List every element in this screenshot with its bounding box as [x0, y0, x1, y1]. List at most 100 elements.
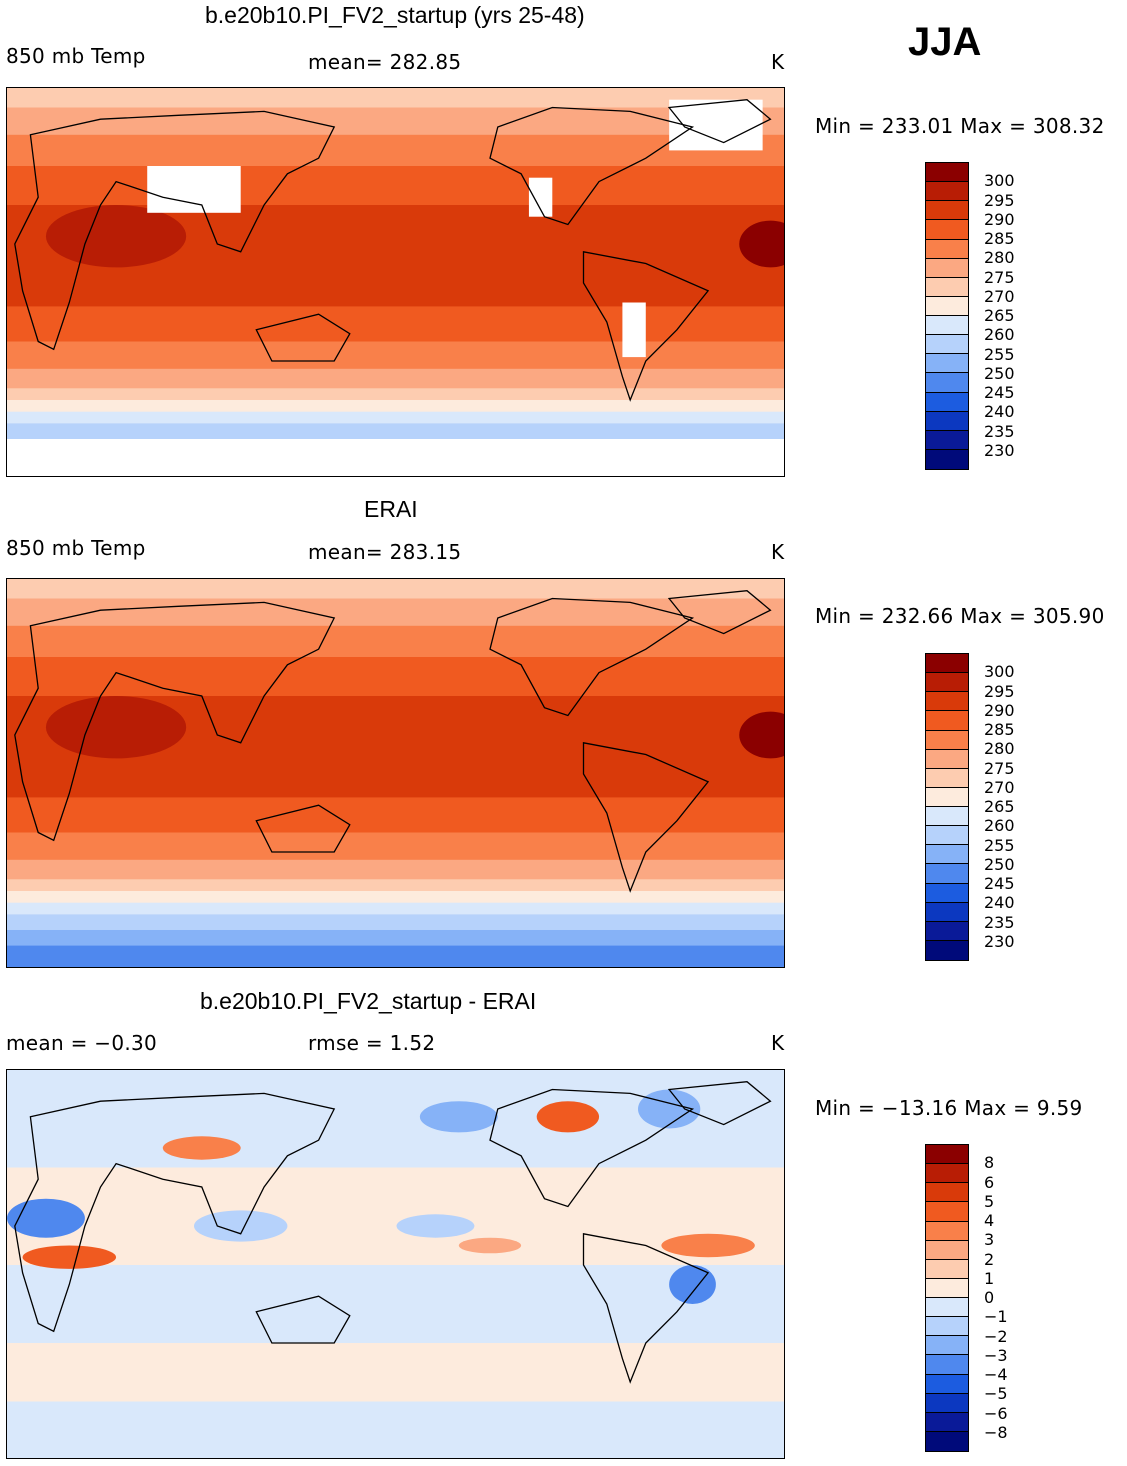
colorbar-tick-label: −2 [984, 1326, 1008, 1346]
colorbar-tick-label: 290 [984, 700, 1015, 720]
anomaly-region [193, 1210, 288, 1242]
coastline [489, 597, 695, 717]
panel-1-variable-label: 850 mb Temp [6, 44, 146, 68]
colorbar-swatch [926, 1164, 968, 1184]
colorbar-tick-label: 265 [984, 797, 1015, 816]
panel-2-minmax: Min = 232.66 Max = 305.90 [815, 604, 1105, 628]
missing-data-region [7, 439, 784, 476]
colorbar-tick-label: 270 [984, 777, 1015, 797]
panel-3-minmax: Min = −13.16 Max = 9.59 [815, 1096, 1083, 1120]
colorbar-tick-label: 240 [984, 893, 1015, 913]
temperature-band [7, 914, 784, 931]
colorbar-swatch [926, 787, 968, 807]
panel-1-minmax: Min = 233.01 Max = 308.32 [815, 114, 1105, 138]
temperature-band [7, 879, 784, 892]
colorbar-swatch [926, 296, 968, 316]
temperature-band [7, 166, 784, 206]
colorbar-swatch [926, 392, 968, 412]
temperature-band [7, 400, 784, 413]
colorbar-tick-label: 300 [984, 171, 1015, 191]
colorbar-swatch [926, 1202, 968, 1222]
colorbar-tick-label: 260 [984, 325, 1015, 345]
panel-3-title: b.e20b10.PI_FV2_startup - ERAI [200, 988, 537, 1014]
colorbar-tick-label: 280 [984, 248, 1015, 268]
colorbar-swatch [926, 182, 968, 202]
panel-2-mean-label: mean= 283.15 [308, 540, 462, 564]
colorbar-swatch [926, 921, 968, 941]
anomaly-region [396, 1214, 475, 1238]
hot-region [45, 205, 187, 268]
temperature-band [7, 388, 784, 401]
colorbar-tick-label: 8 [984, 1153, 995, 1173]
colorbar-tick-label: 250 [984, 363, 1015, 383]
coastline [14, 601, 336, 842]
colorbar-tick-label: 280 [984, 739, 1015, 759]
colorbar-tick-label: 275 [984, 267, 1015, 287]
anomaly-region [419, 1101, 498, 1133]
coastline [667, 590, 772, 635]
anomaly-region [7, 1198, 85, 1238]
colorbar-tick-label: 275 [984, 758, 1015, 778]
anomaly-region [669, 1265, 716, 1304]
colorbar-swatch [926, 335, 968, 355]
colorbar-tick-label: 285 [984, 229, 1015, 248]
colorbar-tick-label: 285 [984, 720, 1015, 739]
missing-data-region [147, 166, 241, 213]
colorbar-tick-label: 1 [984, 1268, 995, 1288]
colorbar-swatch [926, 845, 968, 865]
colorbar-swatch [926, 807, 968, 827]
colorbar-tick-label: −4 [984, 1365, 1008, 1384]
coastline [489, 1088, 695, 1208]
colorbar-swatch [926, 1336, 968, 1356]
colorbar-tick-label: 230 [984, 931, 1015, 951]
colorbar-swatch [926, 654, 968, 674]
temperature-band [7, 625, 784, 658]
panel-3-mean-label: mean = −0.30 [6, 1031, 158, 1055]
colorbar-swatch [926, 411, 968, 431]
colorbar-tick-label: −5 [984, 1384, 1008, 1404]
colorbar-swatch [926, 711, 968, 731]
missing-data-region [528, 177, 553, 217]
anomaly-region [536, 1101, 600, 1133]
colorbar-swatch [926, 1278, 968, 1298]
coastline [489, 106, 695, 226]
panel-3-map-field [7, 1070, 784, 1458]
colorbar-swatch [926, 1259, 968, 1279]
colorbar-swatch [926, 864, 968, 884]
colorbar-tick-label: −3 [984, 1345, 1008, 1365]
colorbar-swatch [926, 449, 968, 469]
colorbar-tick-label: 245 [984, 874, 1015, 893]
colorbar-tick-label: 235 [984, 421, 1015, 441]
colorbar-swatch [926, 1317, 968, 1337]
panel-1-mean-label: mean= 282.85 [308, 50, 462, 74]
colorbar-swatch [926, 220, 968, 240]
colorbar-swatch [926, 1298, 968, 1318]
colorbar-swatch [926, 692, 968, 712]
temperature-band [7, 945, 784, 967]
panel-1-units: K [771, 50, 785, 74]
colorbar-swatch [926, 1374, 968, 1394]
colorbar-swatch [926, 1355, 968, 1375]
temperature-band [7, 579, 784, 600]
colorbar-tick-label: 245 [984, 383, 1015, 402]
colorbar-tick-label: 4 [984, 1211, 995, 1230]
panel-1-title: b.e20b10.PI_FV2_startup (yrs 25-48) [205, 2, 585, 28]
temperature-band [7, 88, 784, 109]
coastline [255, 804, 351, 853]
panel-2-variable-label: 850 mb Temp [6, 536, 146, 560]
colorbar-swatch [926, 883, 968, 903]
colorbar-swatch [926, 826, 968, 846]
panel-2-map-field [7, 579, 784, 967]
season-label: JJA [908, 20, 982, 64]
missing-data-region [622, 302, 646, 358]
anomaly-region [162, 1136, 241, 1160]
colorbar-swatch [926, 1431, 968, 1451]
anomaly-region [458, 1237, 522, 1254]
panel-1-map-field [7, 88, 784, 476]
colorbar-swatch [926, 673, 968, 693]
colorbar-swatch [926, 768, 968, 788]
colorbar-tick-label: 5 [984, 1191, 995, 1211]
temperature-band [7, 797, 784, 834]
colorbar-swatch [926, 1240, 968, 1260]
colorbar-tick-label: 6 [984, 1172, 995, 1192]
